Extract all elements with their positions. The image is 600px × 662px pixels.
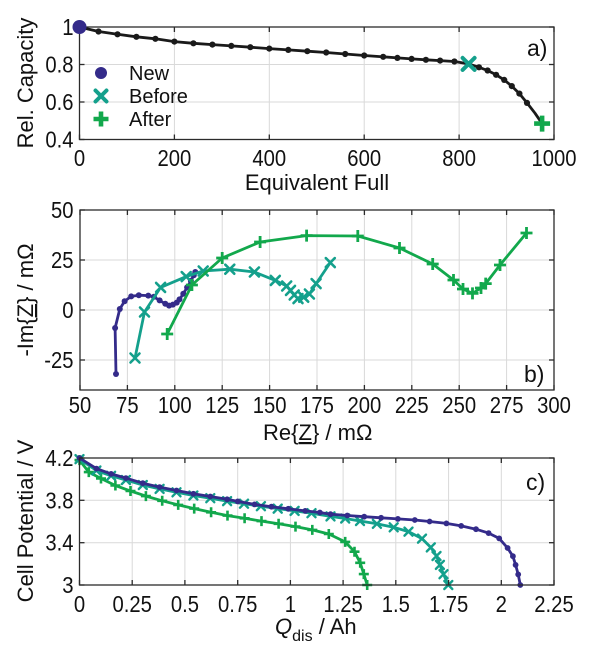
svg-text:Before: Before [129,86,188,108]
svg-text:1000: 1000 [532,145,577,171]
svg-text:b): b) [524,361,544,387]
svg-text:Equivalent Full: Equivalent Full [245,170,389,195]
svg-text:-Im{Z} / mΩ: -Im{Z} / mΩ [13,243,38,356]
svg-text:New: New [129,63,170,85]
svg-text:400: 400 [252,145,286,171]
svg-text:2: 2 [496,591,507,617]
svg-text:275: 275 [490,392,524,418]
svg-text:25: 25 [51,247,74,273]
svg-text:3.8: 3.8 [45,487,73,513]
svg-text:600: 600 [347,145,381,171]
svg-text:3: 3 [62,572,73,598]
svg-text:300: 300 [537,392,571,418]
svg-text:0.4: 0.4 [45,127,73,153]
svg-text:Cell Potential / V: Cell Potential / V [13,439,38,602]
svg-text:50: 50 [51,197,74,223]
svg-text:3.4: 3.4 [45,530,73,556]
svg-text:0.25: 0.25 [113,591,152,617]
svg-text:2.25: 2.25 [534,591,573,617]
svg-text:After: After [129,109,172,131]
svg-text:0: 0 [74,591,85,617]
svg-text:0.5: 0.5 [171,591,199,617]
svg-text:150: 150 [253,392,287,418]
svg-text:250: 250 [442,392,476,418]
svg-text:Rel. Capacity: Rel. Capacity [13,18,38,149]
svg-text:1.25: 1.25 [323,591,362,617]
svg-text:50: 50 [69,392,92,418]
svg-text:0: 0 [74,145,85,171]
svg-text:175: 175 [300,392,334,418]
svg-text:200: 200 [158,145,192,171]
svg-text:225: 225 [395,392,429,418]
svg-text:a): a) [527,35,547,61]
svg-text:-25: -25 [44,347,73,373]
svg-text:0.8: 0.8 [45,52,73,78]
svg-text:0.75: 0.75 [218,591,257,617]
svg-text:0: 0 [62,297,73,323]
svg-text:125: 125 [205,392,239,418]
svg-text:4.2: 4.2 [45,445,73,471]
svg-text:c): c) [526,469,545,495]
svg-text:Qdis / Ah: Qdis / Ah [275,614,357,645]
svg-text:1.75: 1.75 [429,591,468,617]
svg-text:1: 1 [285,591,296,617]
svg-text:1.5: 1.5 [382,591,410,617]
svg-text:1: 1 [62,14,73,40]
svg-text:0.6: 0.6 [45,89,73,115]
svg-text:Re{Z} / mΩ: Re{Z} / mΩ [263,420,372,445]
svg-text:100: 100 [158,392,192,418]
svg-text:200: 200 [348,392,382,418]
svg-text:800: 800 [442,145,476,171]
svg-text:75: 75 [116,392,139,418]
